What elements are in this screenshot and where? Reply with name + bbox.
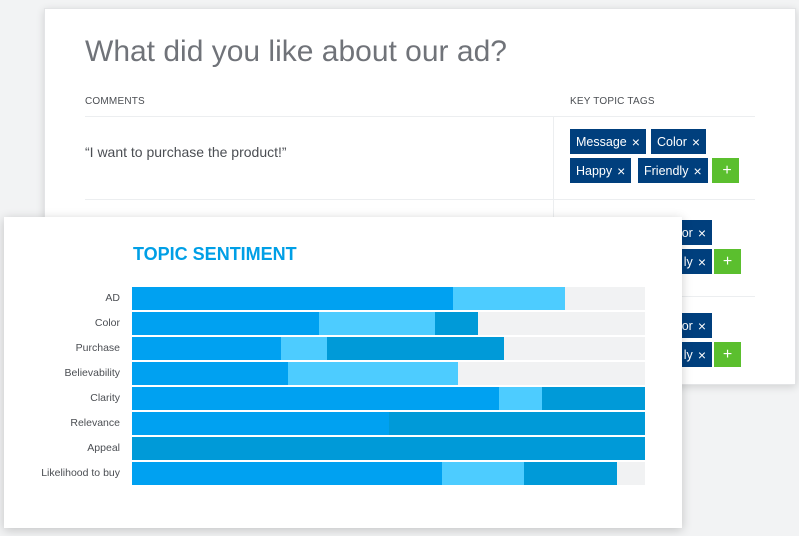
sentiment-segment [442,462,525,485]
sentiment-segment [319,312,435,335]
tag-color[interactable]: Color × [651,129,707,154]
remove-tag-icon[interactable]: × [691,133,701,150]
sentiment-segment [132,337,281,360]
sentiment-bar [132,337,645,360]
row-divider [85,199,755,200]
tag-label: Friendly [644,163,689,178]
key-topic-tags-column-header: KEY TOPIC TAGS [570,96,655,107]
sentiment-segment [503,337,645,360]
remove-tag-icon[interactable]: × [631,133,640,150]
comments-column-header: COMMENTS [85,96,145,107]
header-divider [85,116,755,117]
remove-tag-icon[interactable]: × [693,162,702,179]
sentiment-segment [132,362,289,385]
sentiment-bar [132,462,645,485]
sentiment-bar [132,387,645,410]
sentiment-row-label: Believability [64,367,120,379]
remove-tag-icon[interactable]: × [697,317,706,334]
sentiment-segment [288,362,458,385]
sentiment-row-label: Clarity [90,392,120,404]
tag-label: Message [576,134,627,149]
remove-tag-icon[interactable]: × [697,253,706,270]
sentiment-segment [565,287,645,310]
sentiment-row-label: Color [94,317,120,329]
sentiment-segment [542,387,645,410]
add-tag-button[interactable]: + [714,342,741,367]
sentiment-segment [434,312,479,335]
comment-text: “I want to purchase the product!” [85,144,287,160]
sentiment-segment [132,312,320,335]
sentiment-segment [132,387,499,410]
sentiment-segment [524,462,617,485]
tag-message[interactable]: Message × [570,129,646,154]
tag-label: ly [683,254,693,269]
remove-tag-icon[interactable]: × [697,346,706,363]
sentiment-segment [132,437,645,460]
add-tag-button[interactable]: + [712,158,739,183]
survey-question-title: What did you like about our ad? [85,35,507,68]
tag-label: or [681,318,693,333]
topic-sentiment-card: TOPIC SENTIMENT AD Color Purchase Believabi… [4,217,682,528]
sentiment-bar [132,287,645,310]
tag-label: Color [657,134,687,149]
tag-label: ly [683,347,693,362]
remove-tag-icon[interactable]: × [617,162,626,179]
tag-label: Happy [576,163,613,178]
tag-label: or [681,225,693,240]
sentiment-segment [132,412,389,435]
sentiment-segment [280,337,327,360]
sentiment-segment [132,462,443,485]
sentiment-row-label: Appeal [87,442,120,454]
sentiment-row-label: Relevance [70,417,120,429]
add-tag-button[interactable]: + [714,249,741,274]
tag-friendly[interactable]: Friendly × [638,158,708,183]
sentiment-segment [452,287,566,310]
topic-sentiment-title: TOPIC SENTIMENT [133,244,297,264]
sentiment-bar [132,362,645,385]
sentiment-bar [132,412,645,435]
sentiment-row-label: Likelihood to buy [41,467,120,479]
sentiment-segment [457,362,645,385]
sentiment-segment [326,337,504,360]
sentiment-segment [388,412,645,435]
sentiment-row-label: Purchase [75,342,120,354]
sentiment-segment [478,312,645,335]
remove-tag-icon[interactable]: × [697,224,706,241]
sentiment-bar [132,437,645,460]
sentiment-row-label: AD [105,292,120,304]
sentiment-segment [132,287,453,310]
tag-happy[interactable]: Happy × [570,158,632,183]
sentiment-bar [132,312,645,335]
sentiment-segment [616,462,645,485]
sentiment-segment [498,387,543,410]
